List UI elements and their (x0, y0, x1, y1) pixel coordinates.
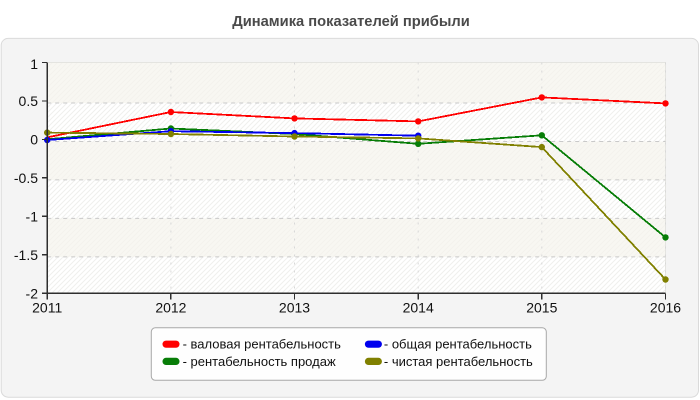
svg-text:- валовая рентабельность: - валовая рентабельность (183, 337, 342, 352)
svg-text:2015: 2015 (526, 300, 557, 316)
svg-text:- рентабельность продаж: - рентабельность продаж (183, 354, 336, 369)
svg-text:2013: 2013 (279, 300, 310, 316)
svg-text:- чистая рентабельность: - чистая рентабельность (384, 354, 533, 369)
svg-text:- общая рентабельность: - общая рентабельность (384, 337, 532, 352)
svg-text:-1: -1 (26, 208, 39, 224)
svg-text:-0.5: -0.5 (14, 170, 38, 186)
svg-text:2016: 2016 (650, 300, 681, 316)
svg-text:0.5: 0.5 (19, 93, 39, 109)
svg-text:1: 1 (30, 56, 38, 72)
svg-text:2012: 2012 (155, 300, 186, 316)
svg-text:2011: 2011 (32, 300, 62, 316)
svg-text:-1.5: -1.5 (14, 247, 38, 263)
svg-text:-2: -2 (26, 285, 39, 301)
svg-text:0: 0 (30, 131, 38, 147)
svg-text:Динамика показателей прибыли: Динамика показателей прибыли (232, 14, 469, 30)
svg-text:2014: 2014 (403, 300, 434, 316)
